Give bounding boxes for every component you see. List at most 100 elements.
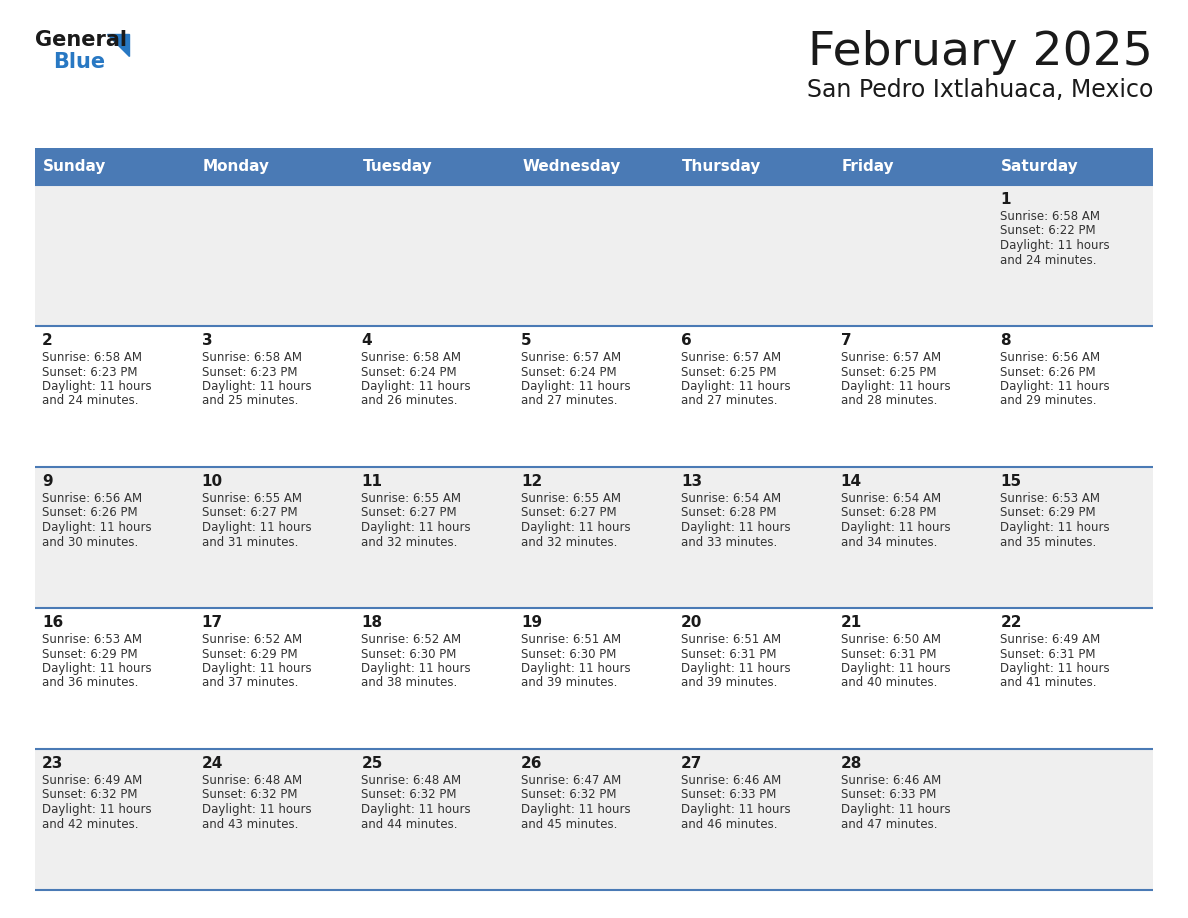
Bar — [34, 749, 1154, 890]
Text: 7: 7 — [841, 333, 851, 348]
Text: Daylight: 11 hours: Daylight: 11 hours — [522, 803, 631, 816]
Text: Sunset: 6:24 PM: Sunset: 6:24 PM — [522, 365, 617, 378]
Text: Wednesday: Wednesday — [523, 159, 620, 174]
Text: Sunday: Sunday — [43, 159, 107, 174]
Text: Daylight: 11 hours: Daylight: 11 hours — [361, 662, 472, 675]
Text: Thursday: Thursday — [682, 159, 762, 174]
Text: and 38 minutes.: and 38 minutes. — [361, 677, 457, 689]
Text: Monday: Monday — [203, 159, 270, 174]
Bar — [34, 185, 1154, 326]
Text: Daylight: 11 hours: Daylight: 11 hours — [361, 521, 472, 534]
Text: Friday: Friday — [841, 159, 895, 174]
Text: Sunset: 6:31 PM: Sunset: 6:31 PM — [1000, 647, 1095, 660]
Text: 1: 1 — [1000, 192, 1011, 207]
Text: Daylight: 11 hours: Daylight: 11 hours — [681, 380, 790, 393]
Text: Daylight: 11 hours: Daylight: 11 hours — [202, 380, 311, 393]
Text: Sunrise: 6:48 AM: Sunrise: 6:48 AM — [202, 774, 302, 787]
Text: Sunrise: 6:46 AM: Sunrise: 6:46 AM — [681, 774, 781, 787]
Text: Sunrise: 6:58 AM: Sunrise: 6:58 AM — [361, 351, 461, 364]
Text: Daylight: 11 hours: Daylight: 11 hours — [42, 662, 152, 675]
Text: and 27 minutes.: and 27 minutes. — [681, 395, 777, 408]
Text: Sunset: 6:28 PM: Sunset: 6:28 PM — [681, 507, 776, 520]
Text: Daylight: 11 hours: Daylight: 11 hours — [42, 521, 152, 534]
Text: Daylight: 11 hours: Daylight: 11 hours — [522, 662, 631, 675]
Text: 22: 22 — [1000, 615, 1022, 630]
Text: Daylight: 11 hours: Daylight: 11 hours — [1000, 521, 1110, 534]
Text: 5: 5 — [522, 333, 532, 348]
Text: Sunset: 6:26 PM: Sunset: 6:26 PM — [42, 507, 138, 520]
Text: Sunset: 6:24 PM: Sunset: 6:24 PM — [361, 365, 457, 378]
Text: Sunrise: 6:51 AM: Sunrise: 6:51 AM — [681, 633, 781, 646]
Text: Daylight: 11 hours: Daylight: 11 hours — [1000, 239, 1110, 252]
Text: Daylight: 11 hours: Daylight: 11 hours — [1000, 662, 1110, 675]
Text: Sunrise: 6:55 AM: Sunrise: 6:55 AM — [361, 492, 461, 505]
Text: and 30 minutes.: and 30 minutes. — [42, 535, 138, 548]
Text: Sunset: 6:32 PM: Sunset: 6:32 PM — [522, 789, 617, 801]
Text: General: General — [34, 30, 127, 50]
Text: 2: 2 — [42, 333, 52, 348]
Text: Sunrise: 6:49 AM: Sunrise: 6:49 AM — [1000, 633, 1100, 646]
Text: 14: 14 — [841, 474, 861, 489]
Text: Sunrise: 6:57 AM: Sunrise: 6:57 AM — [841, 351, 941, 364]
Text: San Pedro Ixtlahuaca, Mexico: San Pedro Ixtlahuaca, Mexico — [807, 78, 1154, 102]
Text: Sunrise: 6:56 AM: Sunrise: 6:56 AM — [42, 492, 143, 505]
Text: Sunset: 6:32 PM: Sunset: 6:32 PM — [202, 789, 297, 801]
Text: and 39 minutes.: and 39 minutes. — [522, 677, 618, 689]
Text: Sunset: 6:33 PM: Sunset: 6:33 PM — [841, 789, 936, 801]
Text: Sunrise: 6:55 AM: Sunrise: 6:55 AM — [202, 492, 302, 505]
Text: Sunrise: 6:52 AM: Sunrise: 6:52 AM — [361, 633, 462, 646]
Text: Blue: Blue — [53, 52, 105, 72]
Text: and 24 minutes.: and 24 minutes. — [42, 395, 139, 408]
Text: and 40 minutes.: and 40 minutes. — [841, 677, 937, 689]
Text: and 41 minutes.: and 41 minutes. — [1000, 677, 1097, 689]
Text: and 34 minutes.: and 34 minutes. — [841, 535, 937, 548]
Text: and 35 minutes.: and 35 minutes. — [1000, 535, 1097, 548]
Text: and 47 minutes.: and 47 minutes. — [841, 818, 937, 831]
Text: Sunrise: 6:49 AM: Sunrise: 6:49 AM — [42, 774, 143, 787]
Text: Daylight: 11 hours: Daylight: 11 hours — [202, 662, 311, 675]
Text: 12: 12 — [522, 474, 543, 489]
Text: 24: 24 — [202, 756, 223, 771]
Text: Sunset: 6:31 PM: Sunset: 6:31 PM — [841, 647, 936, 660]
Text: Sunset: 6:27 PM: Sunset: 6:27 PM — [361, 507, 457, 520]
Text: 9: 9 — [42, 474, 52, 489]
Text: Daylight: 11 hours: Daylight: 11 hours — [681, 662, 790, 675]
Text: 18: 18 — [361, 615, 383, 630]
Text: 20: 20 — [681, 615, 702, 630]
Text: Sunrise: 6:47 AM: Sunrise: 6:47 AM — [522, 774, 621, 787]
Text: Sunrise: 6:58 AM: Sunrise: 6:58 AM — [1000, 210, 1100, 223]
Text: Daylight: 11 hours: Daylight: 11 hours — [522, 380, 631, 393]
Bar — [34, 467, 1154, 608]
Text: 3: 3 — [202, 333, 213, 348]
Text: Sunset: 6:28 PM: Sunset: 6:28 PM — [841, 507, 936, 520]
Text: Daylight: 11 hours: Daylight: 11 hours — [522, 521, 631, 534]
Text: Daylight: 11 hours: Daylight: 11 hours — [202, 521, 311, 534]
Text: Sunset: 6:23 PM: Sunset: 6:23 PM — [42, 365, 138, 378]
Text: Sunset: 6:27 PM: Sunset: 6:27 PM — [202, 507, 297, 520]
Text: Sunrise: 6:50 AM: Sunrise: 6:50 AM — [841, 633, 941, 646]
Text: and 31 minutes.: and 31 minutes. — [202, 535, 298, 548]
Text: and 32 minutes.: and 32 minutes. — [522, 535, 618, 548]
Text: 21: 21 — [841, 615, 861, 630]
Text: Daylight: 11 hours: Daylight: 11 hours — [42, 803, 152, 816]
Text: 28: 28 — [841, 756, 862, 771]
Text: Sunrise: 6:58 AM: Sunrise: 6:58 AM — [202, 351, 302, 364]
Text: and 45 minutes.: and 45 minutes. — [522, 818, 618, 831]
Text: 10: 10 — [202, 474, 223, 489]
Text: Daylight: 11 hours: Daylight: 11 hours — [361, 380, 472, 393]
Text: Daylight: 11 hours: Daylight: 11 hours — [42, 380, 152, 393]
Text: Sunset: 6:30 PM: Sunset: 6:30 PM — [361, 647, 457, 660]
Text: 26: 26 — [522, 756, 543, 771]
Text: 17: 17 — [202, 615, 223, 630]
Text: Sunset: 6:32 PM: Sunset: 6:32 PM — [42, 789, 138, 801]
Text: and 27 minutes.: and 27 minutes. — [522, 395, 618, 408]
Text: and 39 minutes.: and 39 minutes. — [681, 677, 777, 689]
Text: Sunrise: 6:57 AM: Sunrise: 6:57 AM — [681, 351, 781, 364]
Text: Sunrise: 6:53 AM: Sunrise: 6:53 AM — [42, 633, 143, 646]
Text: Sunset: 6:23 PM: Sunset: 6:23 PM — [202, 365, 297, 378]
Text: Daylight: 11 hours: Daylight: 11 hours — [681, 521, 790, 534]
Text: Sunset: 6:32 PM: Sunset: 6:32 PM — [361, 789, 457, 801]
Text: Tuesday: Tuesday — [362, 159, 432, 174]
Text: 11: 11 — [361, 474, 383, 489]
Text: Daylight: 11 hours: Daylight: 11 hours — [202, 803, 311, 816]
